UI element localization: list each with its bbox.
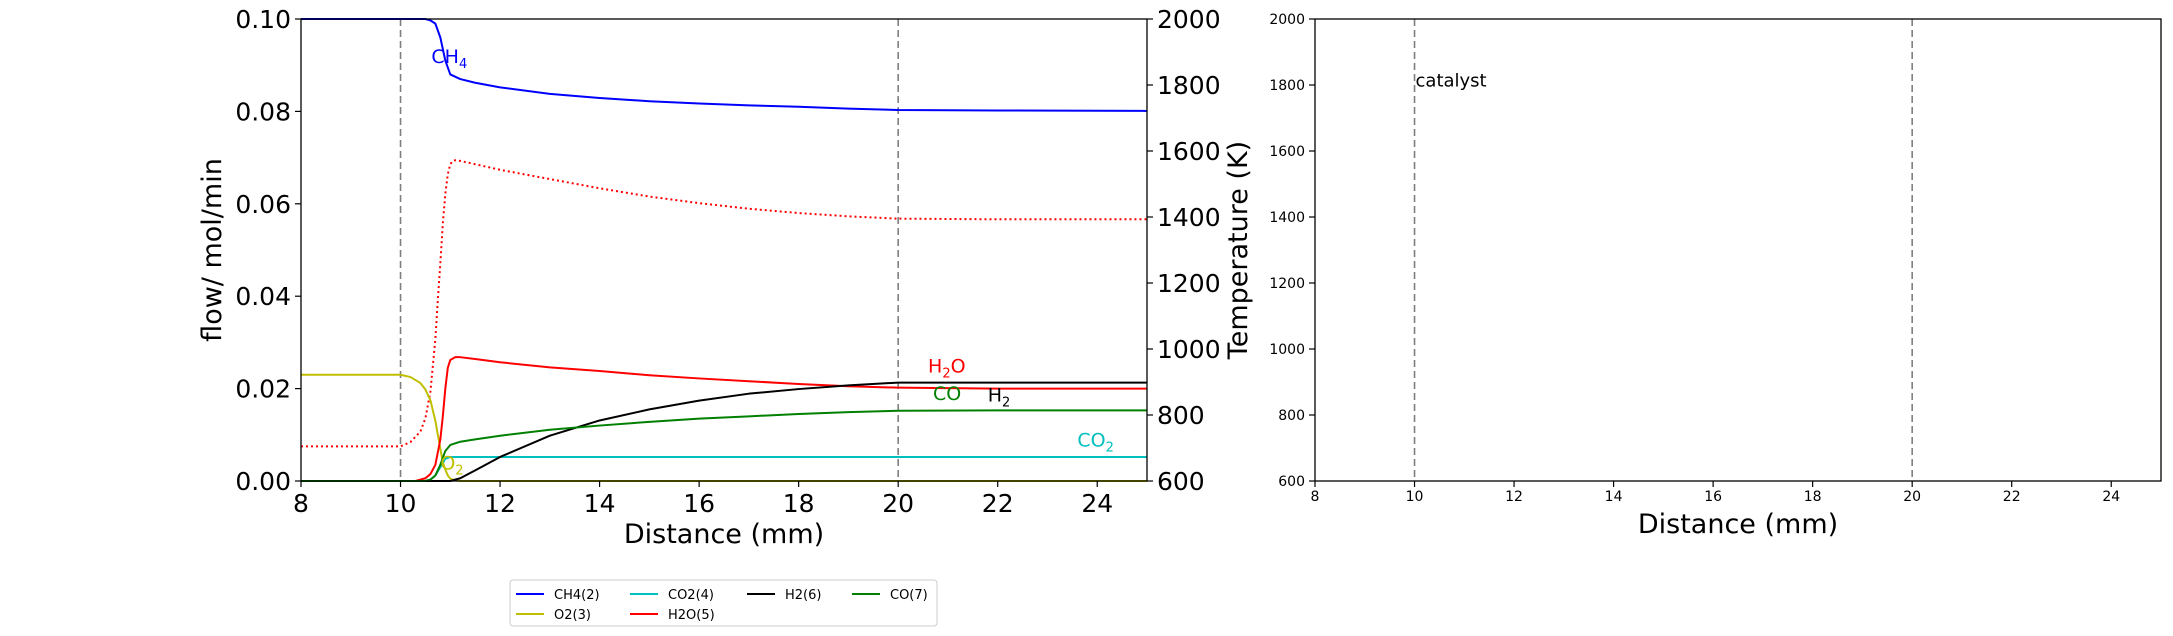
- temperature-tick-label: 1400: [1157, 203, 1221, 232]
- y-tick-label: 0.08: [235, 97, 291, 126]
- y-tick-label: 1800: [1269, 78, 1305, 94]
- legend-label: CH4(2): [554, 588, 600, 603]
- species-annotation: H2O: [928, 355, 966, 381]
- flow-chart-y-label: flow/ mol/min: [197, 158, 228, 342]
- legend: CH4(2) CO2(4) H2(6) CO(7) O2(3) H2O(5): [509, 579, 938, 627]
- x-tick-label: 18: [1804, 489, 1822, 505]
- y-tick-label: 0.10: [235, 5, 291, 34]
- legend-label: O2(3): [554, 608, 591, 623]
- x-tick-label: 12: [1505, 489, 1523, 505]
- flow-chart-x-label: Distance (mm): [624, 519, 824, 550]
- x-tick-label: 8: [1311, 489, 1320, 505]
- temperature-chart-frame: [1314, 18, 2162, 482]
- series-line-h26: [301, 381, 1147, 482]
- series-line-ch42: [301, 18, 1147, 112]
- flow-chart-temperature-axis-label: Temperature (K): [1223, 141, 1254, 360]
- species-annotation: O2: [440, 452, 463, 478]
- temperature-tick-label: 800: [1157, 401, 1205, 430]
- x-tick-label: 24: [2102, 489, 2120, 505]
- y-tick-label: 0.00: [235, 467, 291, 496]
- x-tick-label: 24: [1081, 489, 1113, 518]
- y-tick-label: 600: [1278, 474, 1305, 490]
- y-tick-label: 0.04: [235, 282, 291, 311]
- series-line-h2o5: [301, 356, 1147, 482]
- temperature-tick-label: 1000: [1157, 335, 1221, 364]
- legend-label: H2(6): [785, 588, 821, 603]
- x-tick-label: 12: [484, 489, 516, 518]
- x-tick-label: 20: [1903, 489, 1921, 505]
- y-tick-label: 2000: [1269, 12, 1305, 28]
- temperature-tick-label: 1600: [1157, 137, 1221, 166]
- y-tick-label: 0.02: [235, 375, 291, 404]
- y-tick-label: 800: [1278, 408, 1305, 424]
- x-tick-label: 8: [293, 489, 309, 518]
- x-tick-label: 22: [982, 489, 1014, 518]
- x-tick-label: 20: [882, 489, 914, 518]
- y-tick-label: 0.06: [235, 190, 291, 219]
- species-annotation: CH4: [431, 46, 467, 72]
- series-line-co7: [301, 409, 1147, 482]
- y-tick-label: 1000: [1269, 342, 1305, 358]
- x-tick-label: 18: [783, 489, 815, 518]
- legend-frame: [509, 579, 938, 627]
- temperature-tick-label: 600: [1157, 467, 1205, 496]
- x-tick-label: 10: [1406, 489, 1424, 505]
- x-tick-label: 10: [385, 489, 417, 518]
- y-tick-label: 1600: [1269, 144, 1305, 160]
- species-annotation: CO: [933, 383, 961, 405]
- species-annotation: H2: [988, 385, 1011, 411]
- temperature-chart: catalyst 8 10 12 14 16 18 20 22 24 600 800 1000 120…: [1269, 12, 2162, 540]
- y-tick-label: 1400: [1269, 210, 1305, 226]
- x-tick-label: 22: [2003, 489, 2021, 505]
- y-tick-label: 1200: [1269, 276, 1305, 292]
- legend-label: CO(7): [890, 588, 928, 603]
- legend-label: H2O(5): [668, 608, 715, 623]
- catalyst-label: catalyst: [1416, 71, 1487, 92]
- flow-chart-frame: [300, 18, 1148, 482]
- species-annotation: CO2: [1077, 429, 1114, 455]
- temperature-tick-label: 2000: [1157, 5, 1221, 34]
- temperature-line: [301, 159, 1147, 448]
- x-tick-label: 16: [683, 489, 715, 518]
- x-tick-label: 14: [584, 489, 616, 518]
- x-tick-label: 14: [1605, 489, 1623, 505]
- temperature-tick-label: 1800: [1157, 71, 1221, 100]
- x-tick-label: 16: [1704, 489, 1722, 505]
- legend-label: CO2(4): [668, 588, 714, 603]
- temperature-tick-label: 1200: [1157, 269, 1221, 298]
- temperature-chart-x-label: Distance (mm): [1638, 509, 1838, 540]
